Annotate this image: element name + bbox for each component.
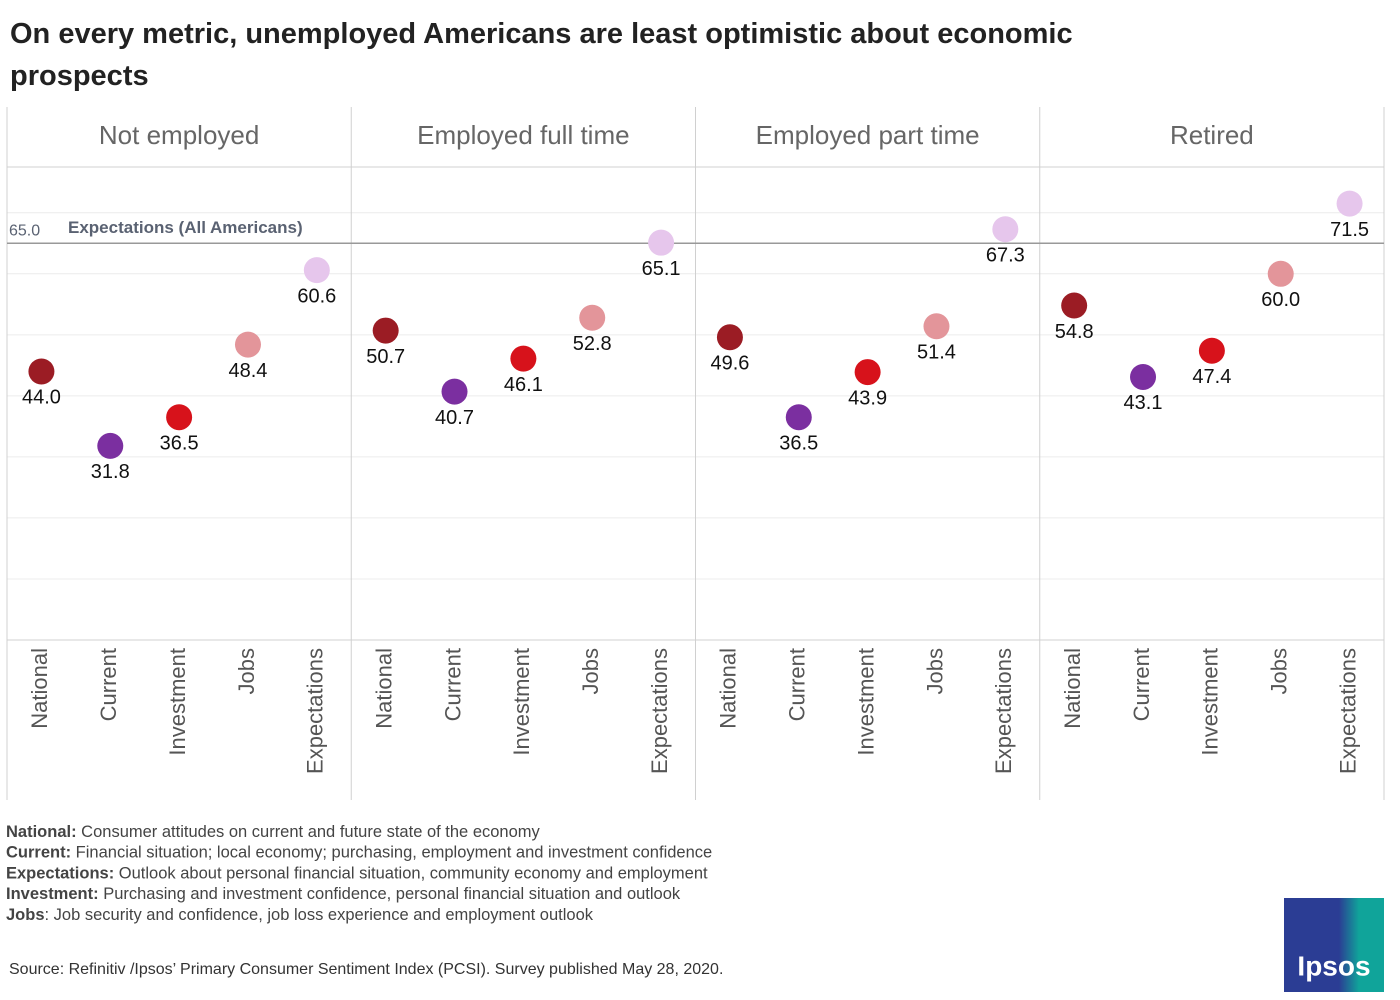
- x-tick-label: Jobs: [1267, 648, 1292, 694]
- dot: [854, 359, 881, 386]
- data-label: 31.8: [91, 461, 130, 483]
- data-label: 40.7: [435, 407, 474, 429]
- data-label: 50.7: [366, 346, 405, 368]
- note-text: Purchasing and investment confidence, pe…: [99, 885, 681, 903]
- title-line: On every metric, unemployed Americans ar…: [10, 18, 1073, 50]
- x-tick-label: Expectations: [991, 648, 1016, 774]
- x-tick-label: Current: [440, 648, 465, 721]
- dot: [441, 378, 468, 405]
- dot: [1267, 260, 1294, 287]
- x-tick-label: Current: [785, 648, 810, 721]
- dot: [785, 404, 812, 431]
- x-tick-label: Expectations: [1335, 648, 1360, 774]
- note-term: Current:: [6, 844, 71, 862]
- x-tick-label: Current: [96, 648, 121, 721]
- dot: [1198, 337, 1225, 364]
- note: National: Consumer attitudes on current …: [6, 823, 541, 841]
- x-tick-label: Jobs: [922, 648, 947, 694]
- data-label: 65.1: [642, 258, 681, 280]
- dot: [1336, 190, 1363, 217]
- data-label: 43.1: [1124, 392, 1163, 414]
- data-label: 51.4: [917, 342, 956, 364]
- x-tick-label: Expectations: [647, 648, 672, 774]
- panel-title: Employed full time: [417, 120, 629, 150]
- x-tick-label: Investment: [1198, 648, 1223, 756]
- panel-title: Retired: [1170, 120, 1254, 150]
- data-label: 36.5: [160, 433, 199, 455]
- x-tick-label: Investment: [165, 648, 190, 756]
- note-text: : Job security and confidence, job loss …: [45, 906, 594, 924]
- data-label: 67.3: [986, 245, 1025, 267]
- data-label: 52.8: [573, 333, 612, 355]
- chart-title: On every metric, unemployed Americans ar…: [10, 18, 1073, 92]
- note: Expectations: Outlook about personal fin…: [6, 865, 708, 883]
- data-label: 36.5: [779, 433, 818, 455]
- reference-value: 65.0: [9, 223, 40, 240]
- logo-box: [1284, 898, 1384, 992]
- data-label: 54.8: [1055, 321, 1094, 343]
- data-label: 60.0: [1261, 289, 1300, 311]
- note-text: Outlook about personal financial situati…: [114, 865, 708, 883]
- x-tick-label: National: [371, 648, 396, 729]
- data-label: 60.6: [297, 285, 336, 307]
- dot: [716, 324, 743, 351]
- dot: [97, 432, 124, 459]
- x-tick-label: Current: [1129, 648, 1154, 721]
- x-tick-label: Expectations: [303, 648, 328, 774]
- panel-title: Employed part time: [756, 120, 980, 150]
- reference-label: Expectations (All Americans): [68, 218, 303, 237]
- note-term: National:: [6, 823, 77, 841]
- title-line: prospects: [10, 60, 149, 92]
- x-tick-label: Investment: [853, 648, 878, 756]
- note-term: Jobs: [6, 906, 45, 924]
- data-label: 47.4: [1192, 366, 1231, 388]
- dot: [28, 358, 55, 385]
- x-tick-label: National: [27, 648, 52, 729]
- source: Source: Refinitiv /Ipsos’ Primary Consum…: [9, 961, 723, 978]
- note: Current: Financial situation; local econ…: [6, 844, 712, 862]
- data-label: 48.4: [229, 360, 268, 382]
- dot: [303, 257, 330, 284]
- dot: [923, 313, 950, 340]
- dot: [166, 404, 193, 431]
- data-label: 46.1: [504, 374, 543, 396]
- x-tick-label: Investment: [509, 648, 534, 756]
- data-label: 43.9: [848, 387, 887, 409]
- note-text: Financial situation; local economy; purc…: [71, 844, 712, 862]
- dot: [1061, 292, 1088, 319]
- dot: [648, 229, 675, 256]
- logo: Ipsos: [1297, 950, 1370, 981]
- dot: [372, 317, 399, 344]
- data-label: 44.0: [22, 387, 61, 409]
- note-term: Expectations:: [6, 865, 114, 883]
- x-tick-label: National: [1060, 648, 1085, 729]
- note: Investment: Purchasing and investment co…: [6, 885, 681, 903]
- dot: [579, 304, 606, 331]
- dot: [510, 345, 537, 372]
- x-tick-label: Jobs: [234, 648, 259, 694]
- x-tick-label: Jobs: [578, 648, 603, 694]
- data-label: 71.5: [1330, 219, 1369, 241]
- note-term: Investment:: [6, 885, 99, 903]
- x-tick-label: National: [716, 648, 741, 729]
- panel-title: Not employed: [99, 120, 259, 150]
- dot: [234, 331, 261, 358]
- note-text: Consumer attitudes on current and future…: [77, 823, 541, 841]
- dot: [992, 216, 1019, 243]
- dot: [1130, 363, 1157, 390]
- note: Jobs: Job security and confidence, job l…: [6, 906, 594, 924]
- data-label: 49.6: [710, 353, 749, 375]
